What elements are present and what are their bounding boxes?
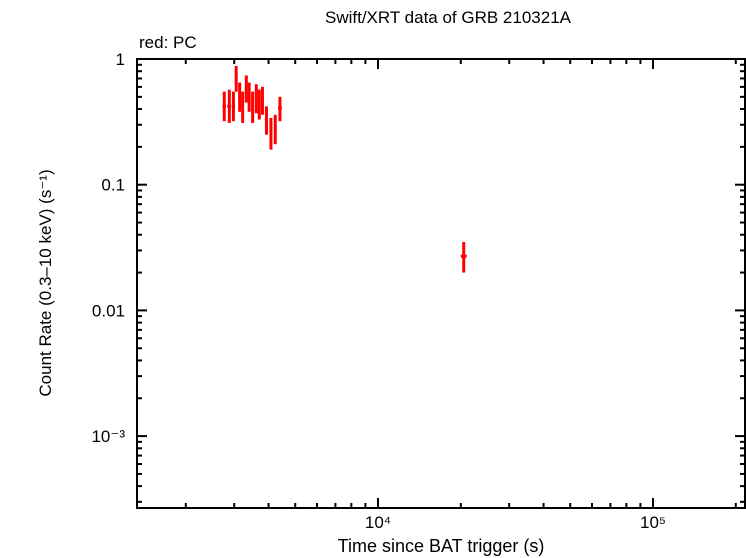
y-tick-label: 0.01 xyxy=(92,301,125,320)
y-tick-label: 0.1 xyxy=(101,176,125,195)
data-point xyxy=(251,91,255,123)
data-point xyxy=(264,106,268,135)
data-point xyxy=(222,91,226,122)
data-point xyxy=(254,84,258,114)
data-point xyxy=(231,91,236,122)
y-tick-label: 10⁻³ xyxy=(91,427,125,446)
axis-ticks xyxy=(137,58,745,508)
tick-labels: 10⁴ 10⁵ 1 0.1 0.01 10⁻³ xyxy=(91,50,666,532)
series-annotation: red: PC xyxy=(139,33,197,52)
data-points xyxy=(222,65,467,273)
data-point xyxy=(227,89,231,123)
data-point xyxy=(273,114,277,145)
y-tick-label: 1 xyxy=(116,50,125,69)
data-point xyxy=(238,82,242,112)
data-point xyxy=(244,75,248,103)
data-point xyxy=(460,242,467,273)
x-tick-label: 10⁴ xyxy=(365,513,391,532)
chart-title: Swift/XRT data of GRB 210321A xyxy=(324,8,571,27)
x-axis-label: Time since BAT trigger (s) xyxy=(337,536,545,556)
data-point xyxy=(269,117,273,150)
data-point xyxy=(260,86,264,115)
data-point xyxy=(241,91,245,123)
axes-frame xyxy=(136,58,746,509)
data-point xyxy=(234,65,238,92)
plot-frame xyxy=(136,58,746,509)
data-point xyxy=(278,96,282,122)
data-point xyxy=(257,89,261,120)
x-tick-label: 10⁵ xyxy=(640,513,666,532)
data-point xyxy=(247,82,251,112)
